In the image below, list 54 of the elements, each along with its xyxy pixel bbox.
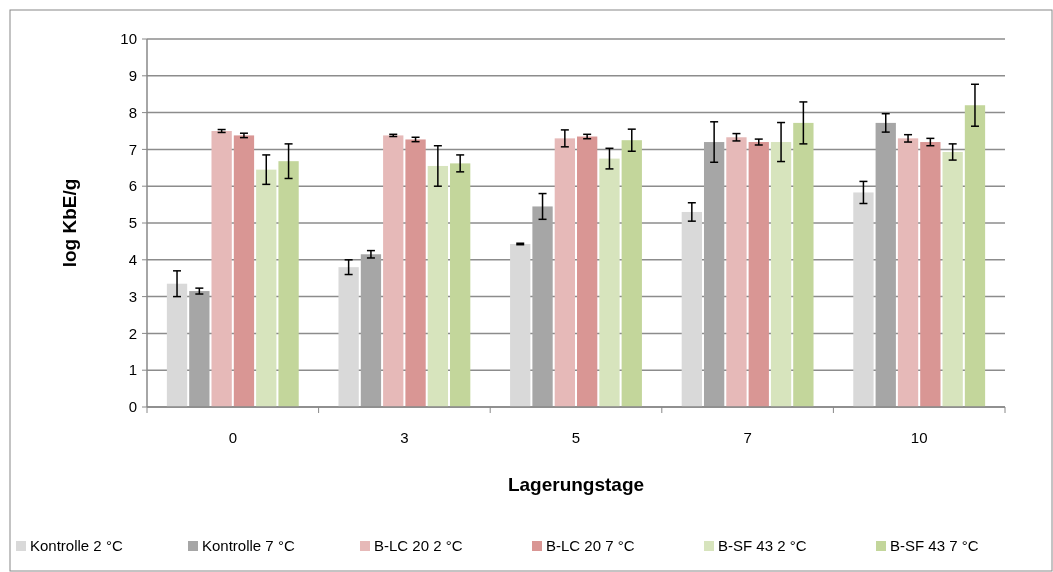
y-tick-label: 9	[128, 67, 137, 85]
legend-label: Kontrolle 7 °C	[202, 537, 295, 554]
legend-label: B-SF 43 2 °C	[718, 537, 807, 554]
bar	[793, 122, 814, 407]
bar	[278, 161, 299, 407]
y-tick-label: 10	[120, 30, 137, 48]
bar	[681, 211, 702, 407]
bar	[510, 243, 531, 407]
bar	[338, 267, 359, 407]
x-tick-label: 10	[910, 429, 928, 446]
bar	[875, 122, 896, 407]
bar	[189, 291, 210, 407]
bar	[360, 254, 382, 407]
x-tick-label: 5	[571, 429, 581, 446]
bar	[748, 142, 769, 407]
bar	[920, 142, 941, 407]
bar	[405, 139, 426, 407]
y-tick-label: 2	[128, 324, 137, 342]
bar	[233, 135, 255, 407]
bar	[853, 192, 874, 407]
bar	[897, 138, 919, 407]
bar	[621, 140, 642, 407]
bar	[450, 163, 471, 407]
x-tick-label: 3	[400, 429, 409, 446]
legend-label: Kontrolle 2 °C	[30, 537, 123, 554]
y-tick-label: 6	[128, 177, 137, 195]
x-axis-title: Lagerungstage	[507, 474, 645, 495]
y-tick-label: 4	[128, 251, 137, 269]
x-tick-label: 0	[228, 429, 237, 446]
bar	[577, 136, 598, 407]
bar	[211, 131, 232, 407]
bar	[599, 158, 620, 407]
legend-label: B-LC 20 7 °C	[546, 537, 635, 554]
bar	[166, 283, 188, 407]
bar	[703, 142, 725, 407]
legend-label: B-LC 20 2 °C	[374, 537, 463, 554]
y-tick-label: 8	[128, 103, 137, 121]
bar	[532, 206, 553, 407]
bar	[726, 137, 747, 407]
bar	[770, 142, 792, 407]
y-tick-label: 1	[128, 361, 137, 379]
bar	[383, 135, 404, 407]
y-axis-title: log KbE/g	[59, 178, 80, 268]
bar	[256, 169, 277, 407]
y-tick-label: 7	[128, 140, 137, 158]
legend-label: B-SF 43 7 °C	[890, 537, 979, 554]
y-tick-label: 3	[128, 287, 137, 305]
bar	[554, 138, 575, 407]
y-tick-label: 5	[128, 214, 137, 232]
bar	[964, 105, 986, 407]
x-tick-label: 7	[743, 429, 752, 446]
bar	[942, 151, 963, 407]
y-tick-label: 0	[128, 398, 137, 416]
bar	[427, 165, 449, 407]
